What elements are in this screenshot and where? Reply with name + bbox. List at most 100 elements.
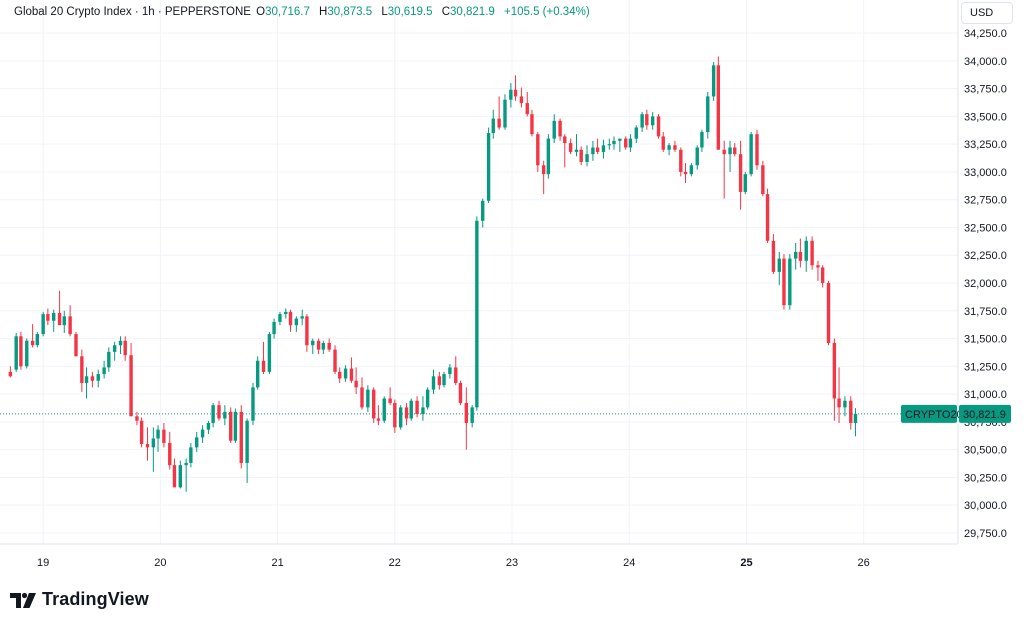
price-tick-label: 33,250.0 (964, 139, 1007, 151)
candle-body (233, 411, 238, 441)
candle (14, 332, 18, 372)
candle-body (25, 340, 29, 367)
candle (837, 367, 841, 423)
candle-body (107, 351, 111, 368)
candle (525, 91, 529, 117)
price-tick-label: 31,750.0 (964, 306, 1007, 318)
price-tick-label: 32,750.0 (964, 195, 1007, 207)
candle-body (200, 429, 205, 438)
time-tick-label: 20 (154, 557, 166, 569)
candle (151, 427, 156, 472)
candle (497, 96, 501, 130)
candle (19, 331, 23, 370)
candle (585, 145, 589, 167)
candle-body (640, 114, 644, 128)
candle-body (349, 368, 354, 381)
candle (333, 345, 337, 375)
candle (777, 251, 781, 286)
candle-body (267, 334, 272, 372)
candle-body (46, 314, 50, 321)
candle-body (112, 345, 117, 352)
candle (366, 385, 370, 412)
symbol-tag-label: CRYPTO20 (905, 409, 963, 421)
currency-selector[interactable]: USD (961, 2, 1013, 24)
candle (519, 87, 524, 108)
candle-body (360, 387, 364, 408)
candle (486, 127, 491, 204)
candle (765, 188, 770, 244)
candle (661, 131, 665, 152)
candle (509, 83, 513, 108)
candle (437, 371, 442, 390)
time-tick-label: 25 (740, 557, 752, 569)
candle-body (251, 387, 255, 421)
candle (112, 341, 117, 361)
time-axis[interactable]: 19 20 21 22 23 24 25 26 (37, 557, 870, 569)
candle-body (393, 402, 397, 428)
candle-body (178, 465, 183, 488)
close-value: 30,821.9 (450, 6, 495, 18)
candle (172, 458, 177, 488)
candle-body (618, 138, 622, 141)
candle (820, 265, 825, 288)
candle (782, 254, 786, 310)
candle-body (62, 316, 66, 326)
tradingview-logo[interactable]: TradingView (10, 589, 149, 610)
candle (618, 138, 622, 152)
last-price-tag: CRYPTO20 30,821.9 (901, 404, 1011, 423)
candle (52, 309, 56, 332)
candle (35, 331, 40, 348)
candle-body (354, 380, 358, 388)
candle (211, 402, 215, 428)
candle-body (448, 367, 452, 375)
candle (327, 338, 331, 352)
price-tick-label: 33,000.0 (964, 167, 1007, 179)
candle-body (151, 438, 156, 448)
price-axis[interactable]: 29,750.030,000.030,250.030,500.030,750.0… (964, 28, 1007, 540)
candle (513, 75, 518, 101)
candle (673, 140, 677, 152)
symbol-title[interactable]: Global 20 Crypto Index · 1h · PEPPERSTON… (14, 6, 251, 18)
chart-grid (0, 0, 958, 544)
candle-body (491, 118, 495, 134)
candle (695, 145, 699, 170)
candle (123, 336, 127, 361)
candle-body (843, 400, 847, 408)
candle-body (382, 398, 386, 421)
candle (162, 422, 166, 448)
candle-body (743, 174, 747, 192)
candle-body (793, 251, 798, 259)
candle (129, 342, 133, 417)
candle-body (530, 114, 534, 135)
candle-body (8, 371, 13, 377)
candle-body (765, 194, 770, 241)
candle-body (398, 407, 403, 428)
high-value: 30,873.5 (327, 6, 373, 18)
candle-body (135, 416, 139, 421)
candle-body (738, 154, 743, 192)
candle-body (552, 120, 556, 139)
price-tick-label: 31,500.0 (964, 334, 1007, 346)
candle (233, 408, 238, 443)
candle (667, 143, 671, 156)
candle-body (294, 318, 299, 326)
candle (503, 94, 507, 130)
candle-body (284, 311, 288, 315)
time-tick-label: 19 (37, 557, 49, 569)
candle (591, 140, 595, 161)
candle-body (442, 374, 446, 386)
price-tick-label: 34,250.0 (964, 28, 1007, 40)
candle-body (497, 118, 501, 128)
candle (300, 309, 304, 326)
candle (57, 290, 62, 326)
candle (229, 407, 233, 443)
candle-body (245, 420, 249, 463)
candle (294, 316, 299, 332)
candle-body (853, 413, 858, 423)
candle (679, 147, 683, 177)
candle-body (607, 144, 612, 146)
candle-body (591, 147, 595, 155)
candle (343, 365, 348, 382)
candle-body (74, 334, 78, 357)
